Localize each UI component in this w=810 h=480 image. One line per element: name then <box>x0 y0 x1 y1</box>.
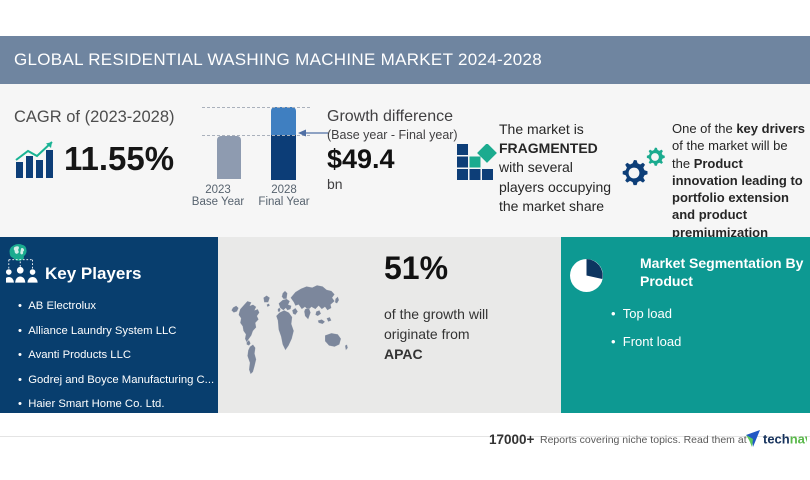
svg-text:technavio: technavio <box>763 432 807 447</box>
